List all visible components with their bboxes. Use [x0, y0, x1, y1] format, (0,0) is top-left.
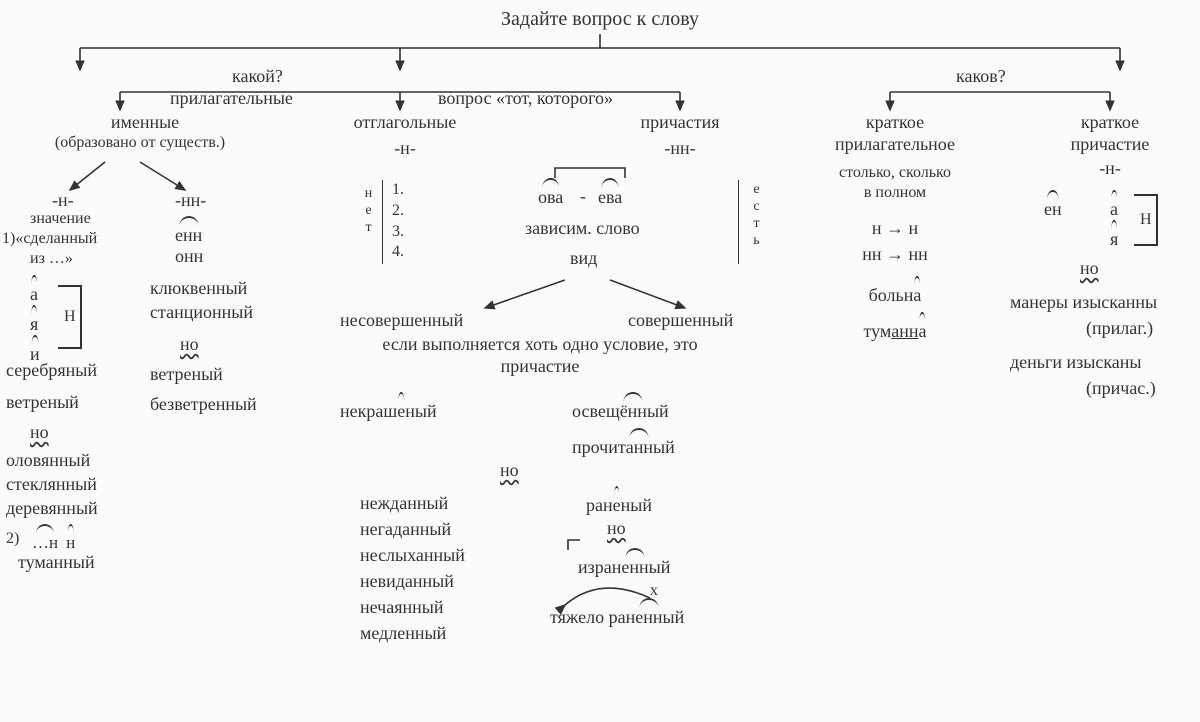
nominal-exc-n-1: оловянный — [6, 450, 90, 471]
short-part-title: краткое — [1040, 112, 1180, 133]
branch-kakoj: какой? — [232, 66, 283, 87]
nominal-nn-ex2: станционный — [150, 302, 253, 323]
nominal-exc-n-2: стеклянный — [6, 474, 97, 495]
short-adj-ex1: больна — [820, 276, 970, 306]
short-adj-nn1: н → н — [820, 218, 970, 239]
vopros-tot: вопрос «тот, которого» — [438, 88, 613, 109]
short-part-box: Н — [1134, 194, 1158, 246]
nominal-n-label: -н- — [52, 190, 74, 211]
short-part-no: но — [1080, 258, 1099, 279]
verbal-ex-right2: прочитанный — [572, 428, 675, 458]
nominal-sub: (образовано от существ.) — [10, 134, 270, 152]
verbal-no4: но — [607, 518, 626, 539]
verbal-vid: вид — [570, 248, 597, 269]
short-adj-rule: столько, сколько — [820, 164, 970, 182]
verbal-no3: но — [500, 460, 519, 481]
verbal-sep-left — [382, 180, 383, 264]
nominal-rule2-ex: туманный — [18, 552, 95, 573]
short-adj-title: краткое — [820, 112, 970, 133]
verbal-exc-left: нежданный негаданный неслыханный невидан… — [360, 490, 465, 647]
nominal-no2: но — [180, 334, 199, 355]
verbal-izranennyj: израненный — [578, 548, 670, 578]
nominal-exc-n-3: деревянный — [6, 498, 98, 519]
short-part-ya: я — [1110, 220, 1118, 250]
short-part-ex1b: (прилаг.) — [1086, 318, 1153, 339]
nominal-nn-ex1: клюквенный — [150, 278, 247, 299]
verbal-sov: совершенный — [628, 310, 733, 331]
nominal-n-meaning1: значение — [30, 210, 91, 228]
verbal-cond1: если выполняется хоть одно условие, это — [330, 334, 750, 355]
verbal-dash: - — [580, 186, 586, 207]
verbal-ex-right1: освещённый — [572, 392, 669, 422]
short-part-a: а — [1110, 190, 1118, 220]
short-part-sub: -н- — [1040, 158, 1180, 179]
nominal-no1: но — [30, 422, 49, 443]
nominal-nn-label: -нн- — [175, 190, 206, 211]
verbal-net: нет — [360, 186, 376, 237]
participle-sub: -нн- — [620, 138, 740, 159]
verbal-cond2: причастие — [330, 356, 750, 377]
diagram-title: Задайте вопрос к слову — [0, 8, 1200, 31]
nominal-rule2-hats: …н н — [32, 524, 75, 553]
short-adj-rule2: в полном — [820, 184, 970, 202]
verbal-eva: ева — [598, 178, 622, 208]
nominal-suffix-box: Н — [58, 285, 82, 349]
short-part-en: ен — [1044, 190, 1062, 220]
adjectives-label: прилагательные — [170, 88, 293, 109]
verbal-ova: ова — [538, 178, 563, 208]
short-part-ex1a: манеры изысканны — [1010, 292, 1157, 313]
verbal-sep-right — [738, 180, 739, 264]
short-part-title2: причастие — [1040, 134, 1180, 155]
short-adj-nn2: нн → нн — [820, 244, 970, 265]
verbal-tyazhelo: тяжело раненный — [550, 598, 684, 628]
verbal-ranenyj: раненый — [586, 486, 652, 516]
nominal-n-meaning2: 1)«сделанный — [2, 230, 97, 248]
participle-title: причастия — [620, 112, 740, 133]
nominal-title: именные — [60, 112, 230, 133]
nominal-aya-i: а я и — [30, 275, 40, 365]
short-part-ex2b: (причас.) — [1086, 378, 1156, 399]
nominal-nn-suffix2: онн — [175, 246, 203, 267]
verbal-zavisim: зависим. слово — [525, 218, 640, 239]
nominal-ex-n-2: ветреный — [6, 392, 79, 413]
short-adj-ex2: туманна — [820, 312, 970, 342]
branch-kakov: каков? — [956, 66, 1006, 87]
nominal-nn-exc1: ветреный — [150, 364, 223, 385]
nominal-rule2-prefix: 2) — [6, 530, 19, 548]
nominal-nn-exc2: безветренный — [150, 394, 257, 415]
verbal-nums: 1. 2. 3. 4. — [392, 180, 404, 263]
verbal-sub: -н- — [340, 138, 470, 159]
short-adj-title2: прилагательное — [820, 134, 970, 155]
nominal-nn-suffix1: енн — [175, 216, 202, 246]
nominal-n-meaning3: из …» — [30, 250, 73, 268]
verbal-est: есть — [748, 182, 764, 250]
short-part-ex2a: деньги изысканы — [1010, 352, 1142, 373]
verbal-title: отглагольные — [340, 112, 470, 133]
nominal-ex-n-1: серебряный — [6, 360, 97, 381]
verbal-nesov: несовершенный — [340, 310, 463, 331]
verbal-ex-left: некрашеный — [340, 392, 437, 422]
